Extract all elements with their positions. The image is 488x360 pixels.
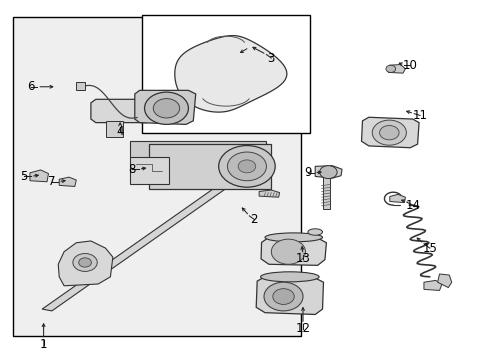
Polygon shape [174, 36, 286, 112]
Polygon shape [130, 157, 168, 184]
Circle shape [385, 65, 395, 72]
Ellipse shape [264, 233, 322, 242]
Circle shape [144, 92, 188, 125]
Circle shape [73, 253, 97, 271]
Circle shape [371, 120, 406, 145]
Circle shape [264, 282, 303, 311]
Text: 8: 8 [128, 163, 136, 176]
Polygon shape [149, 144, 271, 189]
Polygon shape [130, 140, 266, 158]
Circle shape [238, 160, 255, 173]
Bar [13, 17, 300, 336]
Polygon shape [135, 90, 195, 125]
Circle shape [79, 258, 91, 267]
Circle shape [319, 166, 336, 179]
Polygon shape [76, 82, 84, 90]
Circle shape [153, 99, 179, 118]
Text: 2: 2 [250, 213, 258, 226]
Polygon shape [389, 194, 405, 203]
Polygon shape [256, 277, 323, 315]
Circle shape [218, 145, 275, 187]
Text: 11: 11 [412, 109, 427, 122]
Ellipse shape [260, 272, 319, 282]
Bar [142, 15, 310, 134]
Polygon shape [42, 155, 271, 311]
Circle shape [227, 152, 266, 181]
Polygon shape [259, 190, 279, 197]
Polygon shape [91, 99, 152, 123]
Text: 15: 15 [422, 242, 436, 255]
Text: 12: 12 [295, 322, 310, 335]
Polygon shape [58, 241, 113, 286]
Polygon shape [423, 280, 441, 291]
Polygon shape [322, 176, 329, 209]
Circle shape [379, 126, 398, 140]
Text: 4: 4 [116, 125, 123, 138]
Polygon shape [59, 177, 76, 186]
Ellipse shape [307, 229, 322, 235]
Polygon shape [105, 121, 122, 137]
Text: 13: 13 [295, 252, 310, 265]
Polygon shape [261, 237, 326, 265]
Text: 7: 7 [48, 175, 56, 188]
Text: 14: 14 [405, 199, 419, 212]
Text: 1: 1 [40, 338, 47, 351]
Polygon shape [30, 170, 48, 182]
Polygon shape [361, 117, 418, 148]
Text: 3: 3 [267, 51, 274, 64]
Text: 9: 9 [304, 166, 311, 179]
Text: 6: 6 [27, 80, 35, 93]
Text: 10: 10 [402, 59, 417, 72]
Circle shape [271, 239, 305, 264]
Circle shape [272, 289, 294, 305]
Polygon shape [315, 166, 341, 178]
Polygon shape [437, 274, 451, 288]
Text: 5: 5 [20, 170, 28, 183]
Polygon shape [387, 64, 405, 73]
